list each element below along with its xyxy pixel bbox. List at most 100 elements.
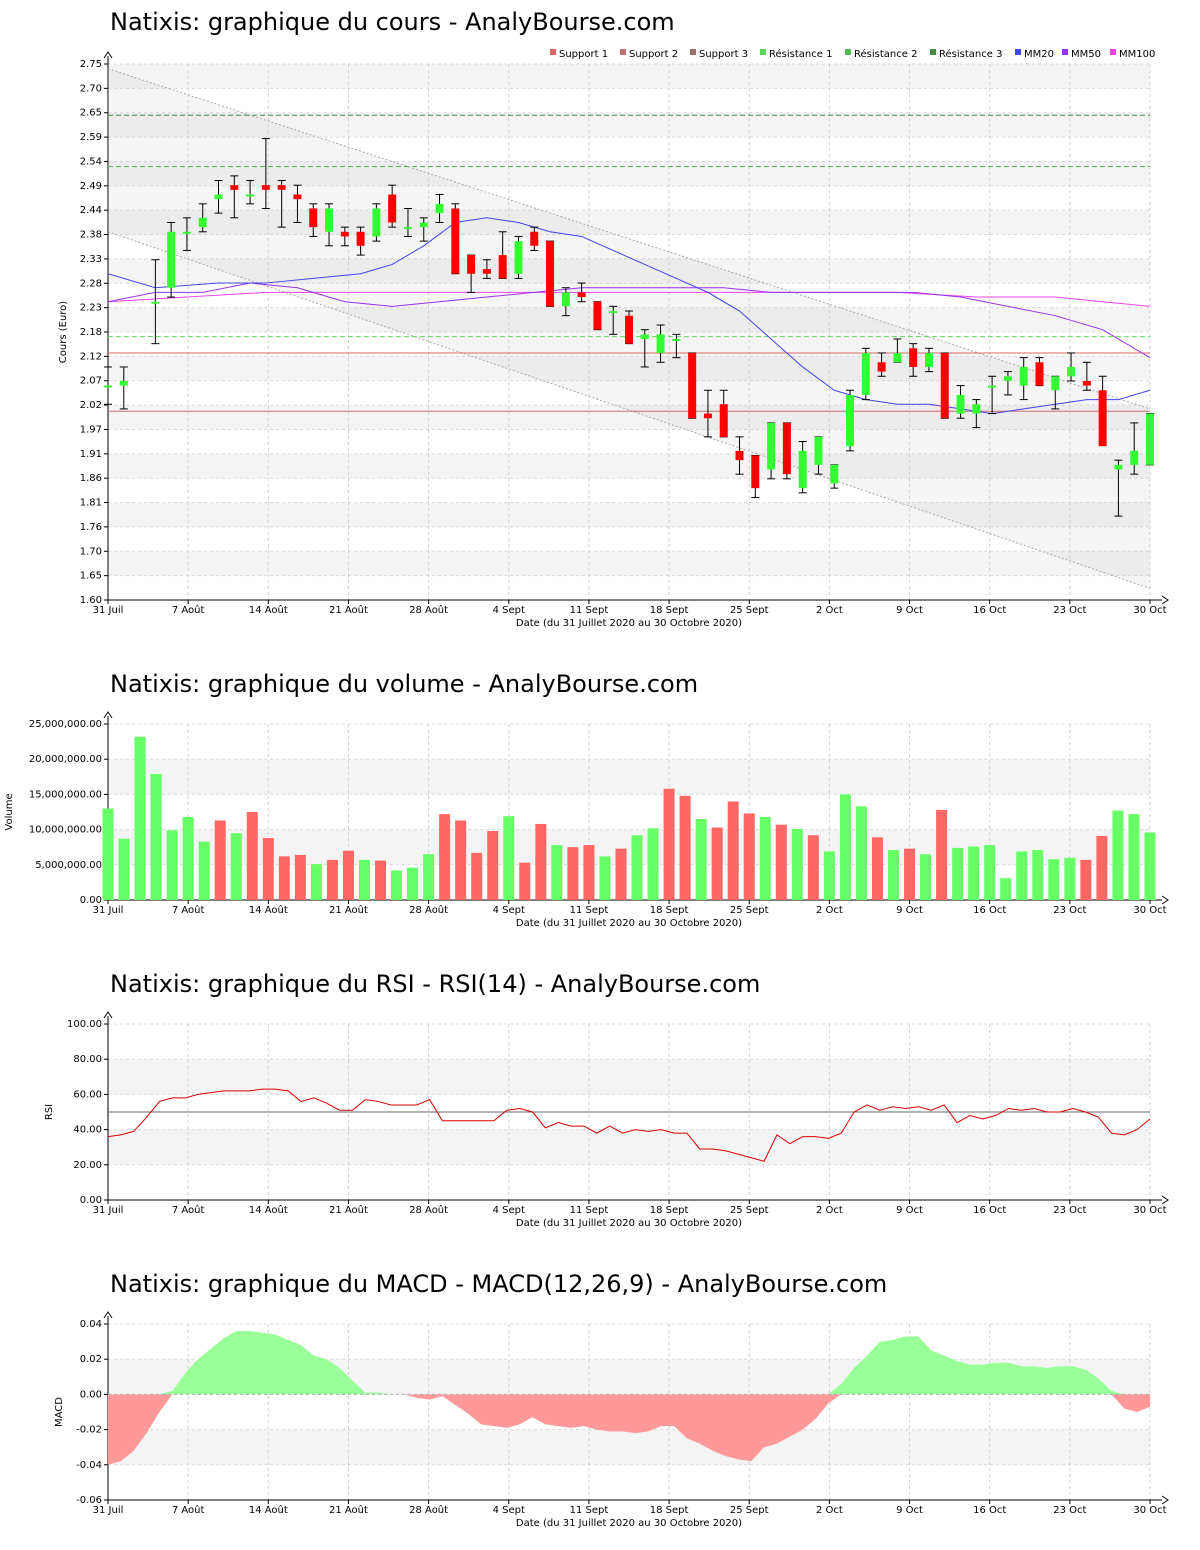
volume-bar <box>503 816 515 900</box>
x-tick-label: 2 Oct <box>816 1505 843 1516</box>
candle-body <box>1035 362 1044 386</box>
volume-bar <box>102 808 114 900</box>
candle-body <box>751 455 760 489</box>
x-tick-label: 16 Oct <box>973 1505 1006 1516</box>
y-tick-label: 25,000,000.00 <box>29 719 102 730</box>
price-chart-title: Natixis: graphique du cours - AnalyBours… <box>110 8 675 36</box>
x-axis-arrow <box>1161 1195 1169 1205</box>
y-tick-label: 20,000,000.00 <box>29 754 102 765</box>
volume-bar <box>743 813 755 900</box>
volume-bar <box>230 833 242 900</box>
candle-body <box>719 404 728 437</box>
candle-body <box>577 292 586 298</box>
volume-bar <box>807 835 819 900</box>
volume-bar <box>1080 859 1092 900</box>
x-tick-label: 25 Sept <box>730 1505 769 1516</box>
candle-body <box>956 394 965 414</box>
volume-bar <box>583 845 595 900</box>
x-tick-label: 14 Août <box>249 1504 288 1516</box>
candle-body <box>230 185 239 190</box>
candle-body <box>561 292 570 307</box>
grid-band <box>108 502 1150 527</box>
candle-body <box>451 208 460 274</box>
volume-bar <box>936 809 948 900</box>
volume-bar <box>214 820 226 900</box>
volume-bar <box>375 860 387 900</box>
volume-bar <box>198 841 210 900</box>
channel-upper-line <box>107 68 1151 410</box>
candle-body <box>1130 450 1139 465</box>
x-axis-title: Date (du 31 Juillet 2020 au 30 Octobre 2… <box>516 618 742 629</box>
y-axis-arrow <box>103 51 113 59</box>
candle-body <box>640 334 649 339</box>
volume-bar <box>920 854 932 900</box>
volume-bar <box>166 830 178 900</box>
y-tick-label: 2.70 <box>80 83 102 94</box>
candle-body <box>988 385 997 388</box>
candle-body <box>325 208 334 232</box>
x-axis-title: Date (du 31 Juillet 2020 au 30 Octobre 2… <box>516 1218 742 1229</box>
volume-bar <box>695 819 707 900</box>
volume-bar <box>711 827 723 900</box>
volume-bar <box>1096 835 1108 900</box>
y-tick-label: 10,000,000.00 <box>29 825 102 836</box>
x-tick-label: 16 Oct <box>973 605 1006 616</box>
grid-band <box>108 453 1150 479</box>
x-tick-label: 16 Oct <box>973 1205 1006 1216</box>
legend-swatch <box>690 49 696 55</box>
volume-bar <box>150 773 162 900</box>
volume-bar <box>278 856 290 900</box>
rsi-line <box>107 1088 1151 1162</box>
y-tick-label: 1.86 <box>80 473 102 484</box>
candle-body <box>151 301 160 304</box>
x-tick-label: 31 Juil <box>93 1505 124 1516</box>
y-tick-label: 15,000,000.00 <box>29 789 102 800</box>
grid-band <box>108 1429 1150 1465</box>
volume-bar <box>567 847 579 900</box>
grid-band <box>108 112 1150 138</box>
volume-bar <box>1000 878 1012 900</box>
x-tick-label: 23 Oct <box>1053 1205 1086 1216</box>
candle-body <box>656 334 665 353</box>
legend-label: Résistance 2 <box>854 48 917 60</box>
grid-band <box>108 258 1150 284</box>
legend-label: MM20 <box>1024 49 1054 60</box>
volume-bar <box>1048 859 1060 900</box>
x-tick-label: 31 Juil <box>93 1205 124 1216</box>
legend-swatch <box>1015 49 1021 55</box>
y-tick-label: 2.44 <box>80 205 102 216</box>
volume-bar <box>791 828 803 900</box>
x-tick-label: 25 Sept <box>730 1205 769 1216</box>
volume-bar <box>663 788 675 900</box>
legend-label: MM100 <box>1119 49 1155 60</box>
volume-bar <box>1112 810 1124 900</box>
candle-body <box>482 269 491 274</box>
x-tick-label: 14 Août <box>249 604 288 616</box>
candle-body <box>435 203 444 214</box>
volume-panel: Natixis: graphique du volume - AnalyBour… <box>0 660 1200 940</box>
x-tick-label: 11 Sept <box>570 1505 609 1516</box>
x-tick-label: 21 Août <box>329 904 368 916</box>
x-tick-label: 7 Août <box>172 904 205 916</box>
y-tick-label: 1.65 <box>80 571 102 582</box>
y-tick-label: 2.33 <box>80 254 102 265</box>
candle-body <box>293 194 302 200</box>
y-tick-label: -0.06 <box>76 1495 102 1506</box>
y-tick-label: -0.02 <box>76 1425 102 1436</box>
grid-band <box>108 64 1150 89</box>
volume-bar <box>1128 814 1140 900</box>
y-axis-arrow <box>103 1011 113 1019</box>
volume-bar <box>455 820 467 900</box>
volume-bar <box>439 814 451 900</box>
y-tick-label: 1.97 <box>80 424 102 435</box>
y-tick-label: 60.00 <box>73 1089 102 1100</box>
volume-bar <box>535 823 547 900</box>
candle-body <box>388 194 397 223</box>
volume-bar <box>952 847 964 900</box>
x-tick-label: 28 Août <box>409 604 448 616</box>
x-tick-label: 23 Oct <box>1053 1505 1086 1516</box>
candle-body <box>814 436 823 465</box>
x-tick-label: 4 Sept <box>493 605 525 616</box>
volume-bar <box>294 854 306 900</box>
legend-swatch <box>620 49 626 55</box>
